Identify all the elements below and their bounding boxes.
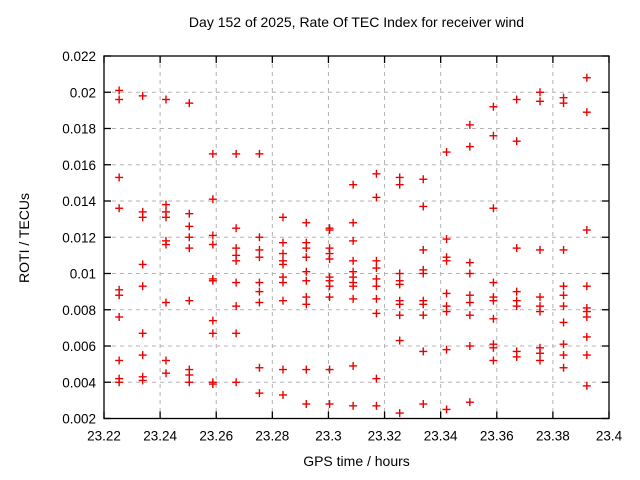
x-tick-label: 23.4 (596, 429, 623, 444)
y-tick-label: 0.02 (70, 85, 96, 100)
x-tick-label: 23.28 (255, 429, 289, 444)
y-tick-label: 0.018 (62, 122, 96, 137)
x-axis-label: GPS time / hours (303, 453, 410, 469)
y-axis-label: ROTI / TECUs (16, 193, 32, 283)
x-tick-label: 23.26 (199, 429, 233, 444)
x-tick-label: 23.22 (87, 429, 121, 444)
x-tick-label: 23.24 (143, 429, 177, 444)
y-tick-label: 0.016 (62, 158, 96, 173)
y-tick-label: 0.014 (62, 194, 96, 209)
y-tick-label: 0.004 (62, 375, 96, 390)
x-tick-label: 23.34 (424, 429, 458, 444)
x-tick-label: 23.32 (368, 429, 402, 444)
y-tick-label: 0.002 (62, 412, 96, 427)
y-tick-label: 0.01 (70, 267, 96, 282)
y-tick-label: 0.012 (62, 230, 96, 245)
x-tick-label: 23.36 (480, 429, 514, 444)
y-tick-label: 0.022 (62, 49, 96, 64)
y-tick-label: 0.006 (62, 339, 96, 354)
chart-title: Day 152 of 2025, Rate Of TEC Index for r… (188, 14, 525, 30)
x-tick-label: 23.3 (315, 429, 341, 444)
y-tick-label: 0.008 (62, 303, 96, 318)
x-tick-label: 23.38 (536, 429, 570, 444)
